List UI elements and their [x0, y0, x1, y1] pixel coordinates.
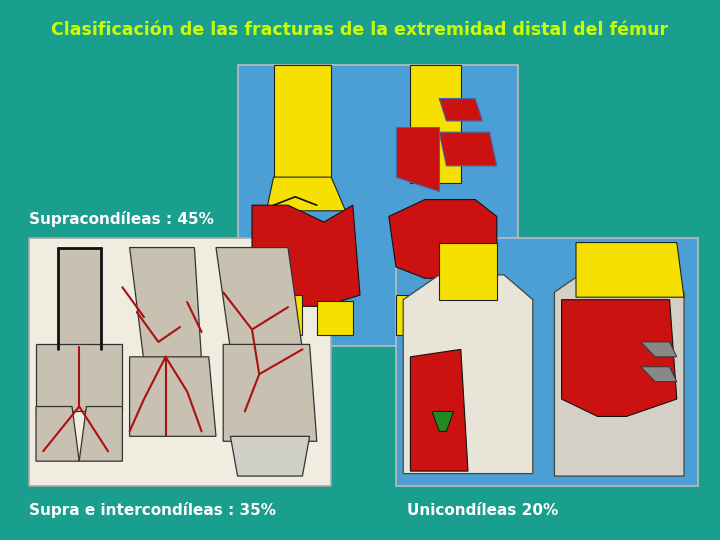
Polygon shape: [562, 300, 677, 416]
Polygon shape: [130, 247, 202, 362]
FancyBboxPatch shape: [238, 65, 518, 346]
Text: Clasificación de las fracturas de la extremidad distal del fémur: Clasificación de las fracturas de la ext…: [51, 21, 669, 39]
Polygon shape: [439, 242, 497, 300]
FancyBboxPatch shape: [396, 238, 698, 486]
Polygon shape: [439, 98, 482, 121]
Polygon shape: [266, 177, 346, 211]
Polygon shape: [79, 407, 122, 461]
Polygon shape: [641, 367, 677, 382]
Polygon shape: [454, 301, 497, 335]
FancyBboxPatch shape: [29, 238, 331, 486]
Polygon shape: [389, 200, 497, 278]
Polygon shape: [230, 436, 310, 476]
Polygon shape: [576, 242, 684, 297]
Polygon shape: [432, 411, 454, 431]
Polygon shape: [641, 342, 677, 357]
Polygon shape: [252, 205, 360, 306]
Polygon shape: [216, 247, 302, 349]
Polygon shape: [274, 65, 331, 200]
Polygon shape: [36, 407, 79, 461]
Text: Supra e intercondíleas : 35%: Supra e intercondíleas : 35%: [29, 502, 276, 518]
Polygon shape: [410, 349, 468, 471]
Polygon shape: [410, 65, 461, 183]
Polygon shape: [396, 295, 439, 335]
Polygon shape: [130, 357, 216, 436]
Polygon shape: [259, 295, 302, 335]
Polygon shape: [439, 132, 497, 166]
Polygon shape: [36, 345, 122, 411]
Polygon shape: [58, 247, 101, 349]
Polygon shape: [396, 126, 439, 191]
Polygon shape: [403, 275, 533, 474]
Polygon shape: [317, 301, 353, 335]
Polygon shape: [223, 345, 317, 441]
Text: Unicondíleas 20%: Unicondíleas 20%: [407, 503, 558, 518]
Text: Supracondíleas : 45%: Supracondíleas : 45%: [29, 211, 214, 227]
Polygon shape: [554, 272, 684, 476]
